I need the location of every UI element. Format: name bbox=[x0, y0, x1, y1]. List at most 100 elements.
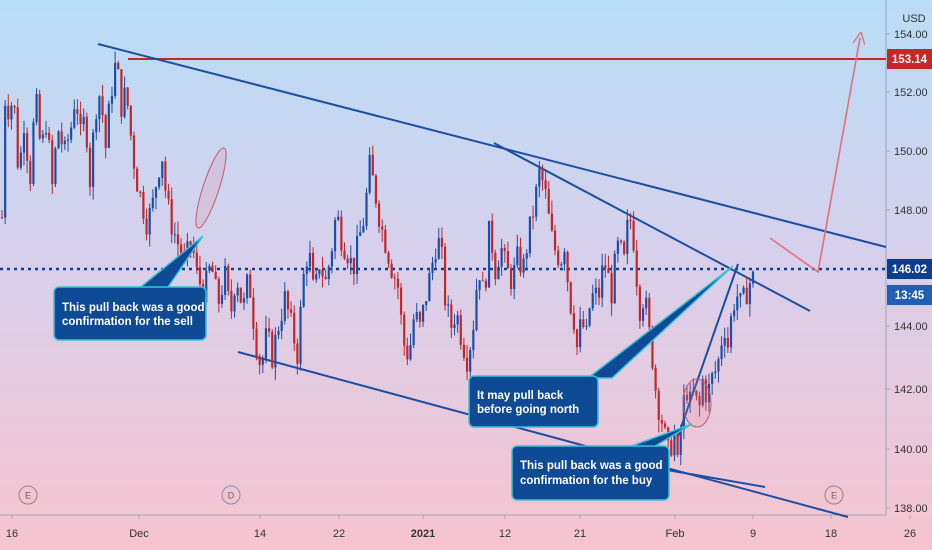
candle-body bbox=[29, 160, 32, 184]
svg-text:This pull back was a good: This pull back was a good bbox=[62, 302, 205, 314]
candle-body bbox=[114, 62, 117, 96]
candle-body bbox=[513, 265, 516, 290]
candle-body bbox=[390, 263, 393, 278]
candle-body bbox=[704, 379, 707, 403]
candle-body bbox=[553, 230, 557, 251]
candle-body bbox=[66, 139, 70, 141]
candle-body bbox=[327, 266, 330, 280]
candle-body bbox=[597, 287, 601, 298]
y-tick-label: 148.00 bbox=[894, 205, 928, 217]
candle-body bbox=[563, 251, 566, 265]
svg-text:146.02: 146.02 bbox=[892, 264, 927, 276]
candle-body bbox=[227, 265, 230, 291]
candle-body bbox=[374, 175, 378, 204]
candle-body bbox=[22, 133, 26, 153]
candle-body bbox=[503, 248, 506, 252]
candle-body bbox=[362, 225, 365, 233]
candle-body bbox=[365, 192, 368, 226]
svg-text:confirmation for the sell: confirmation for the sell bbox=[62, 316, 193, 328]
candle-body bbox=[343, 250, 346, 259]
candle-body bbox=[569, 282, 572, 313]
resistance-price-badge[interactable]: 153.14 bbox=[887, 49, 932, 69]
candle-body bbox=[151, 197, 154, 209]
callout-buy[interactable]: This pull back was a good confirmation f… bbox=[511, 423, 693, 501]
candle-body bbox=[245, 274, 249, 299]
candle-body bbox=[271, 331, 274, 368]
candle-body bbox=[509, 268, 513, 290]
candle-body bbox=[729, 316, 733, 348]
candle-body bbox=[293, 312, 296, 344]
candle-body bbox=[387, 252, 390, 264]
support-line-2[interactable] bbox=[666, 469, 766, 488]
candle-body bbox=[249, 274, 252, 298]
candle-body bbox=[381, 226, 384, 230]
candle-body bbox=[384, 229, 387, 253]
candle-body bbox=[35, 94, 38, 123]
candle-body bbox=[88, 147, 92, 188]
candle-body bbox=[610, 273, 613, 304]
candle-body bbox=[525, 253, 528, 259]
candle-body bbox=[500, 248, 503, 267]
candle-body bbox=[195, 252, 198, 268]
candle-body bbox=[393, 277, 396, 279]
candle-body bbox=[48, 132, 51, 141]
candle-body bbox=[528, 216, 531, 254]
candle-body bbox=[92, 132, 95, 188]
trendlines[interactable] bbox=[97, 43, 887, 518]
candle-body bbox=[538, 168, 541, 187]
y-tick-label: 140.00 bbox=[894, 444, 928, 456]
candle-body bbox=[230, 290, 233, 312]
candle-body bbox=[616, 240, 619, 254]
x-tick-label: 22 bbox=[333, 528, 345, 540]
descending-resistance-line[interactable] bbox=[493, 142, 811, 312]
candle-body bbox=[214, 272, 217, 280]
candle-body bbox=[594, 287, 597, 294]
candle-body bbox=[651, 327, 654, 368]
candle-body bbox=[315, 274, 318, 280]
earnings-marker-1[interactable]: E bbox=[18, 485, 38, 505]
candle-body bbox=[258, 356, 261, 365]
candle-body bbox=[217, 279, 220, 304]
y-tick-label: 138.00 bbox=[894, 503, 928, 515]
candle-body bbox=[714, 371, 717, 374]
callout-sell[interactable]: This pull back was a good confirmation f… bbox=[53, 235, 207, 341]
event-markers[interactable]: E D E bbox=[18, 485, 844, 505]
earnings-marker-2[interactable]: E bbox=[824, 485, 844, 505]
callout-north[interactable]: It may pull back before going north bbox=[468, 265, 734, 428]
candle-body bbox=[167, 190, 170, 200]
projection-arrow[interactable] bbox=[769, 38, 860, 274]
candle-body bbox=[720, 345, 723, 360]
candle-body bbox=[447, 304, 450, 306]
candle-body bbox=[742, 287, 745, 294]
candle-body bbox=[626, 219, 629, 254]
time-axis[interactable]: 16 Dec 14 22 2021 12 21 Feb 9 18 26 bbox=[0, 514, 916, 540]
upper-channel-line[interactable] bbox=[97, 43, 887, 248]
candle-body bbox=[95, 119, 98, 133]
candle-body bbox=[748, 283, 751, 305]
candle-body bbox=[337, 216, 340, 220]
countdown-badge[interactable]: 13:45 bbox=[887, 285, 932, 305]
current-price-badge[interactable]: 146.02 bbox=[887, 259, 932, 279]
candle-body bbox=[289, 309, 293, 313]
lower-channel-line[interactable] bbox=[237, 351, 849, 518]
x-tick-label: Feb bbox=[666, 528, 685, 540]
candle-body bbox=[73, 109, 76, 128]
candle-body bbox=[516, 246, 519, 266]
candle-body bbox=[456, 315, 459, 325]
candle-body bbox=[189, 241, 192, 246]
ascending-support-line[interactable] bbox=[676, 263, 739, 440]
pullback-highlight-buy bbox=[682, 378, 712, 428]
price-axis[interactable]: USD 154.00152.00150.00148.00146.00144.00… bbox=[885, 0, 928, 515]
candle-body bbox=[211, 265, 214, 273]
candle-body bbox=[129, 105, 132, 136]
candle-body bbox=[132, 135, 136, 169]
candle-body bbox=[333, 219, 337, 252]
candle-body bbox=[623, 241, 626, 254]
candle-body bbox=[531, 216, 535, 218]
dividend-marker[interactable]: D bbox=[221, 485, 241, 505]
candle-body bbox=[541, 168, 544, 181]
y-tick-label: 142.00 bbox=[894, 384, 928, 396]
currency-label: USD bbox=[902, 13, 925, 25]
x-tick-label: 14 bbox=[254, 528, 266, 540]
